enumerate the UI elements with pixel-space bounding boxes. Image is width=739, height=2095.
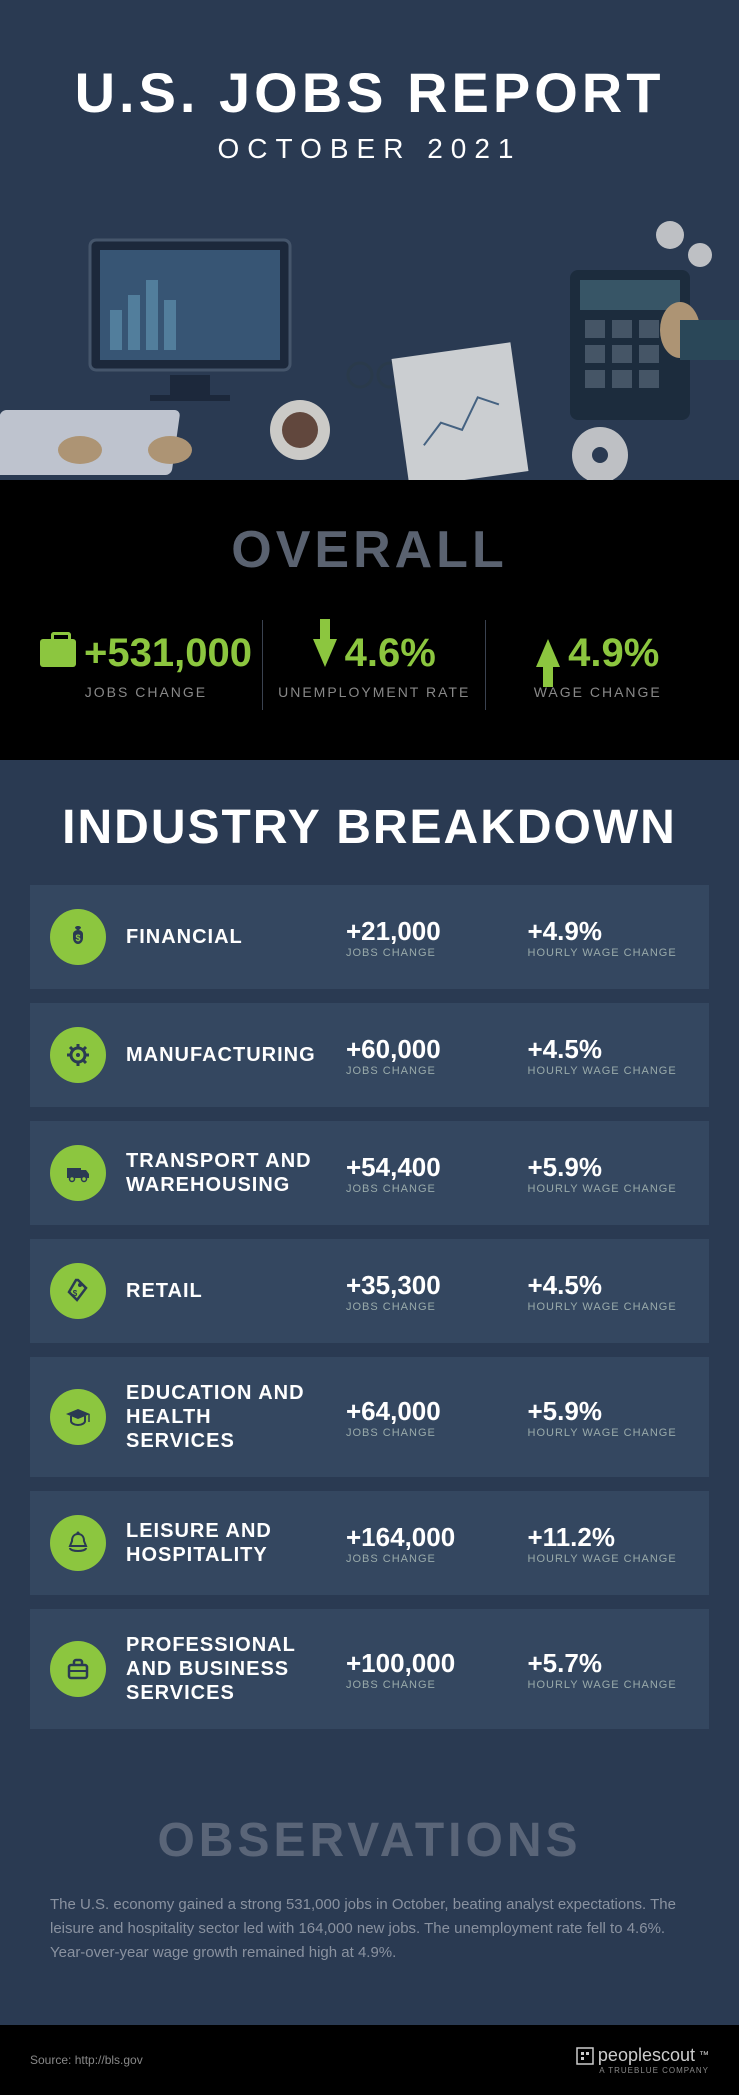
jobs-change-value: +531,000 bbox=[84, 631, 252, 676]
main-title: U.S. JOBS REPORT bbox=[40, 60, 699, 125]
logo: peoplescout™ A TRUEBLUE COMPANY bbox=[576, 2045, 709, 2075]
subtitle: OCTOBER 2021 bbox=[40, 133, 699, 165]
svg-text:$: $ bbox=[75, 933, 80, 943]
industry-wage-label: HOURLY WAGE CHANGE bbox=[528, 1301, 690, 1313]
header-section: U.S. JOBS REPORT OCTOBER 2021 bbox=[0, 0, 739, 480]
industry-wage-value: +4.9% bbox=[528, 916, 690, 947]
logo-icon bbox=[576, 2047, 594, 2065]
industry-wage-stat: +5.9% HOURLY WAGE CHANGE bbox=[528, 1152, 690, 1195]
svg-text:$: $ bbox=[73, 1289, 78, 1298]
industry-jobs-value: +60,000 bbox=[346, 1034, 508, 1065]
industry-section: INDUSTRY BREAKDOWN $ FINANCIAL +21,000 J… bbox=[0, 760, 739, 1773]
industry-wage-value: +5.7% bbox=[528, 1648, 690, 1679]
industry-jobs-stat: +64,000 JOBS CHANGE bbox=[346, 1396, 508, 1439]
industry-row: $ FINANCIAL +21,000 JOBS CHANGE +4.9% HO… bbox=[30, 885, 709, 989]
industry-wage-stat: +4.5% HOURLY WAGE CHANGE bbox=[528, 1270, 690, 1313]
desk-illustration bbox=[0, 200, 739, 480]
industry-jobs-value: +64,000 bbox=[346, 1396, 508, 1427]
industry-row: PROFESSIONAL AND BUSINESS SERVICES +100,… bbox=[30, 1609, 709, 1729]
industry-jobs-stat: +21,000 JOBS CHANGE bbox=[346, 916, 508, 959]
industry-row: LEISURE AND HOSPITALITY +164,000 JOBS CH… bbox=[30, 1491, 709, 1595]
stat-unemployment: 4.6% UNEMPLOYMENT RATE bbox=[263, 631, 486, 700]
industry-wage-stat: +5.9% HOURLY WAGE CHANGE bbox=[528, 1396, 690, 1439]
observations-section: OBSERVATIONS The U.S. economy gained a s… bbox=[0, 1773, 739, 2025]
industry-name: PROFESSIONAL AND BUSINESS SERVICES bbox=[126, 1633, 326, 1705]
industry-wage-label: HOURLY WAGE CHANGE bbox=[528, 1183, 690, 1195]
industry-wage-stat: +5.7% HOURLY WAGE CHANGE bbox=[528, 1648, 690, 1691]
stat-wage-change: 4.9% WAGE CHANGE bbox=[486, 631, 709, 700]
industry-jobs-label: JOBS CHANGE bbox=[346, 1183, 508, 1195]
industry-wage-stat: +11.2% HOURLY WAGE CHANGE bbox=[528, 1522, 690, 1565]
industry-jobs-value: +21,000 bbox=[346, 916, 508, 947]
industry-wage-value: +11.2% bbox=[528, 1522, 690, 1553]
observations-heading: OBSERVATIONS bbox=[50, 1813, 689, 1868]
industry-wage-stat: +4.5% HOURLY WAGE CHANGE bbox=[528, 1034, 690, 1077]
industry-wage-label: HOURLY WAGE CHANGE bbox=[528, 947, 690, 959]
industry-wage-label: HOURLY WAGE CHANGE bbox=[528, 1065, 690, 1077]
industry-jobs-label: JOBS CHANGE bbox=[346, 1679, 508, 1691]
overall-heading: OVERALL bbox=[30, 520, 709, 580]
stat-jobs-change: +531,000 JOBS CHANGE bbox=[30, 631, 262, 700]
logo-text: peoplescout bbox=[598, 2045, 695, 2066]
industry-wage-value: +4.5% bbox=[528, 1034, 690, 1065]
footer: Source: http://bls.gov peoplescout™ A TR… bbox=[0, 2025, 739, 2095]
bell-icon bbox=[50, 1515, 106, 1571]
industry-name: EDUCATION AND HEALTH SERVICES bbox=[126, 1381, 326, 1453]
industry-jobs-stat: +100,000 JOBS CHANGE bbox=[346, 1648, 508, 1691]
industry-jobs-label: JOBS CHANGE bbox=[346, 1553, 508, 1565]
industry-wage-value: +5.9% bbox=[528, 1396, 690, 1427]
wage-change-label: WAGE CHANGE bbox=[496, 684, 699, 700]
industry-jobs-stat: +54,400 JOBS CHANGE bbox=[346, 1152, 508, 1195]
industry-jobs-label: JOBS CHANGE bbox=[346, 1427, 508, 1439]
arrow-up-icon bbox=[536, 639, 560, 667]
industry-jobs-stat: +35,300 JOBS CHANGE bbox=[346, 1270, 508, 1313]
observations-text: The U.S. economy gained a strong 531,000… bbox=[50, 1893, 689, 1965]
industry-jobs-stat: +164,000 JOBS CHANGE bbox=[346, 1522, 508, 1565]
industry-name: FINANCIAL bbox=[126, 925, 326, 949]
arrow-down-icon bbox=[313, 639, 337, 667]
industry-wage-value: +4.5% bbox=[528, 1270, 690, 1301]
industry-jobs-value: +35,300 bbox=[346, 1270, 508, 1301]
overall-section: OVERALL +531,000 JOBS CHANGE 4.6% UNEMPL… bbox=[0, 480, 739, 760]
industry-jobs-label: JOBS CHANGE bbox=[346, 1301, 508, 1313]
industry-wage-label: HOURLY WAGE CHANGE bbox=[528, 1679, 690, 1691]
industry-row: MANUFACTURING +60,000 JOBS CHANGE +4.5% … bbox=[30, 1003, 709, 1107]
infographic-container: U.S. JOBS REPORT OCTOBER 2021 bbox=[0, 0, 739, 2095]
industry-name: TRANSPORT AND WAREHOUSING bbox=[126, 1149, 326, 1197]
industry-name: LEISURE AND HOSPITALITY bbox=[126, 1519, 326, 1567]
industry-jobs-value: +100,000 bbox=[346, 1648, 508, 1679]
unemployment-label: UNEMPLOYMENT RATE bbox=[273, 684, 476, 700]
logo-subtext: A TRUEBLUE COMPANY bbox=[599, 2066, 709, 2075]
industry-jobs-value: +164,000 bbox=[346, 1522, 508, 1553]
industry-heading: INDUSTRY BREAKDOWN bbox=[0, 800, 739, 855]
truck-icon bbox=[50, 1145, 106, 1201]
gear-icon bbox=[50, 1027, 106, 1083]
industry-wage-label: HOURLY WAGE CHANGE bbox=[528, 1427, 690, 1439]
industry-row: $ RETAIL +35,300 JOBS CHANGE +4.5% HOURL… bbox=[30, 1239, 709, 1343]
industry-name: RETAIL bbox=[126, 1279, 326, 1303]
source-text: Source: http://bls.gov bbox=[30, 2053, 143, 2067]
industry-row: EDUCATION AND HEALTH SERVICES +64,000 JO… bbox=[30, 1357, 709, 1477]
industry-jobs-label: JOBS CHANGE bbox=[346, 947, 508, 959]
jobs-change-label: JOBS CHANGE bbox=[40, 684, 252, 700]
industry-jobs-value: +54,400 bbox=[346, 1152, 508, 1183]
briefcase-icon bbox=[50, 1641, 106, 1697]
industry-row: TRANSPORT AND WAREHOUSING +54,400 JOBS C… bbox=[30, 1121, 709, 1225]
industry-name: MANUFACTURING bbox=[126, 1043, 326, 1067]
industry-wage-value: +5.9% bbox=[528, 1152, 690, 1183]
industry-jobs-label: JOBS CHANGE bbox=[346, 1065, 508, 1077]
overall-stats-row: +531,000 JOBS CHANGE 4.6% UNEMPLOYMENT R… bbox=[30, 620, 709, 710]
money-bag-icon: $ bbox=[50, 909, 106, 965]
industry-jobs-stat: +60,000 JOBS CHANGE bbox=[346, 1034, 508, 1077]
wage-change-value: 4.9% bbox=[568, 631, 659, 676]
briefcase-icon bbox=[40, 639, 76, 667]
industry-wage-stat: +4.9% HOURLY WAGE CHANGE bbox=[528, 916, 690, 959]
grad-cap-icon bbox=[50, 1389, 106, 1445]
industry-wage-label: HOURLY WAGE CHANGE bbox=[528, 1553, 690, 1565]
price-tag-icon: $ bbox=[50, 1263, 106, 1319]
unemployment-value: 4.6% bbox=[345, 631, 436, 676]
